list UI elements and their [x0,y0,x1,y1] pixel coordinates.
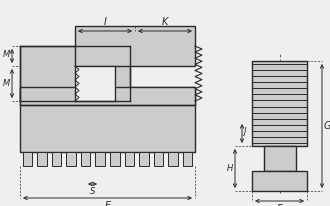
Text: M: M [3,49,10,59]
Bar [154,152,163,166]
Bar [81,152,90,166]
Bar [52,152,61,166]
Bar [37,152,47,166]
Text: I: I [104,17,107,27]
Text: J: J [243,127,246,136]
Text: H: H [227,164,233,173]
Bar [95,152,105,166]
Bar [252,61,307,146]
Bar [20,87,195,152]
Text: F: F [277,204,282,206]
Bar [66,152,76,166]
Text: M: M [3,79,10,88]
Bar [252,171,307,191]
Bar [264,146,296,171]
Text: S: S [90,187,95,196]
Bar [75,26,195,66]
Bar [20,46,130,101]
Bar [168,152,178,166]
Bar [139,152,149,166]
Text: E: E [104,201,111,206]
Bar [125,152,134,166]
Bar [75,66,115,101]
Text: K: K [162,17,168,27]
Bar [20,87,195,105]
Text: G: G [324,121,330,131]
Bar [22,152,32,166]
Bar [183,152,192,166]
Bar [110,152,119,166]
